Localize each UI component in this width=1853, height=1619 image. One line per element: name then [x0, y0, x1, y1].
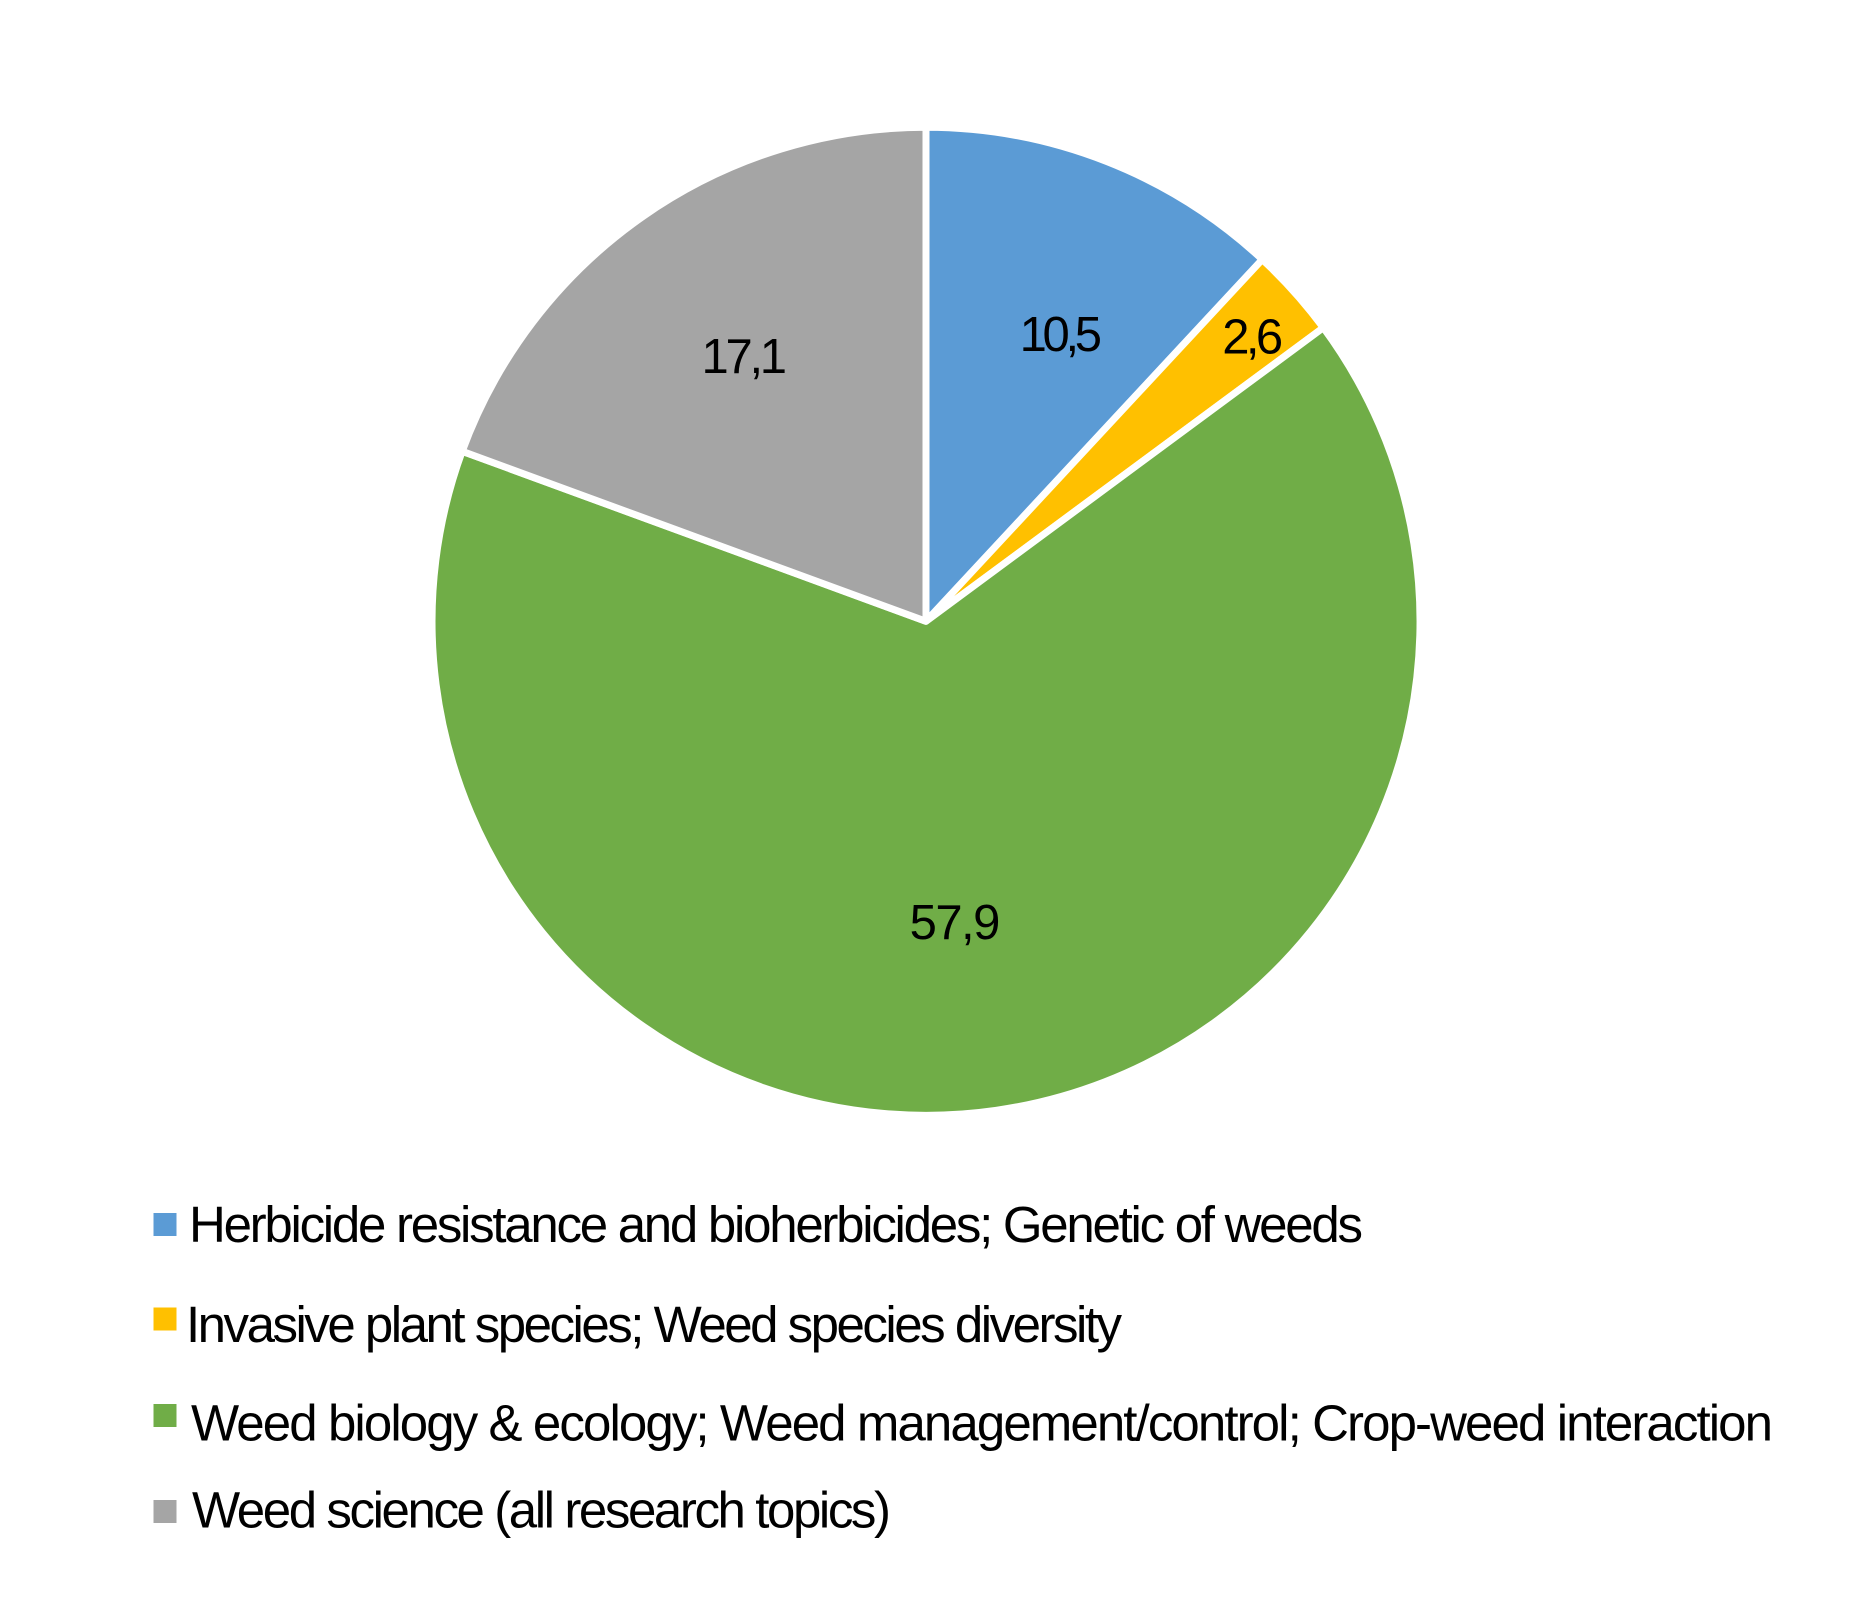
- svg-text:Weed science (all research top: Weed science (all research topics): [192, 1482, 891, 1539]
- svg-text:2,6: 2,6: [1222, 311, 1283, 365]
- svg-text:Weed biology & ecology; Weed m: Weed biology & ecology; Weed management/…: [191, 1394, 1773, 1451]
- svg-text:Herbicide resistance and biohe: Herbicide resistance and bioherbicides; …: [189, 1196, 1363, 1253]
- svg-text:Invasive plant species; Weed s: Invasive plant species; Weed species div…: [186, 1296, 1123, 1353]
- svg-text:57,9: 57,9: [910, 896, 1001, 950]
- svg-text:10,5: 10,5: [1020, 308, 1102, 362]
- svg-text:17,1: 17,1: [702, 330, 788, 384]
